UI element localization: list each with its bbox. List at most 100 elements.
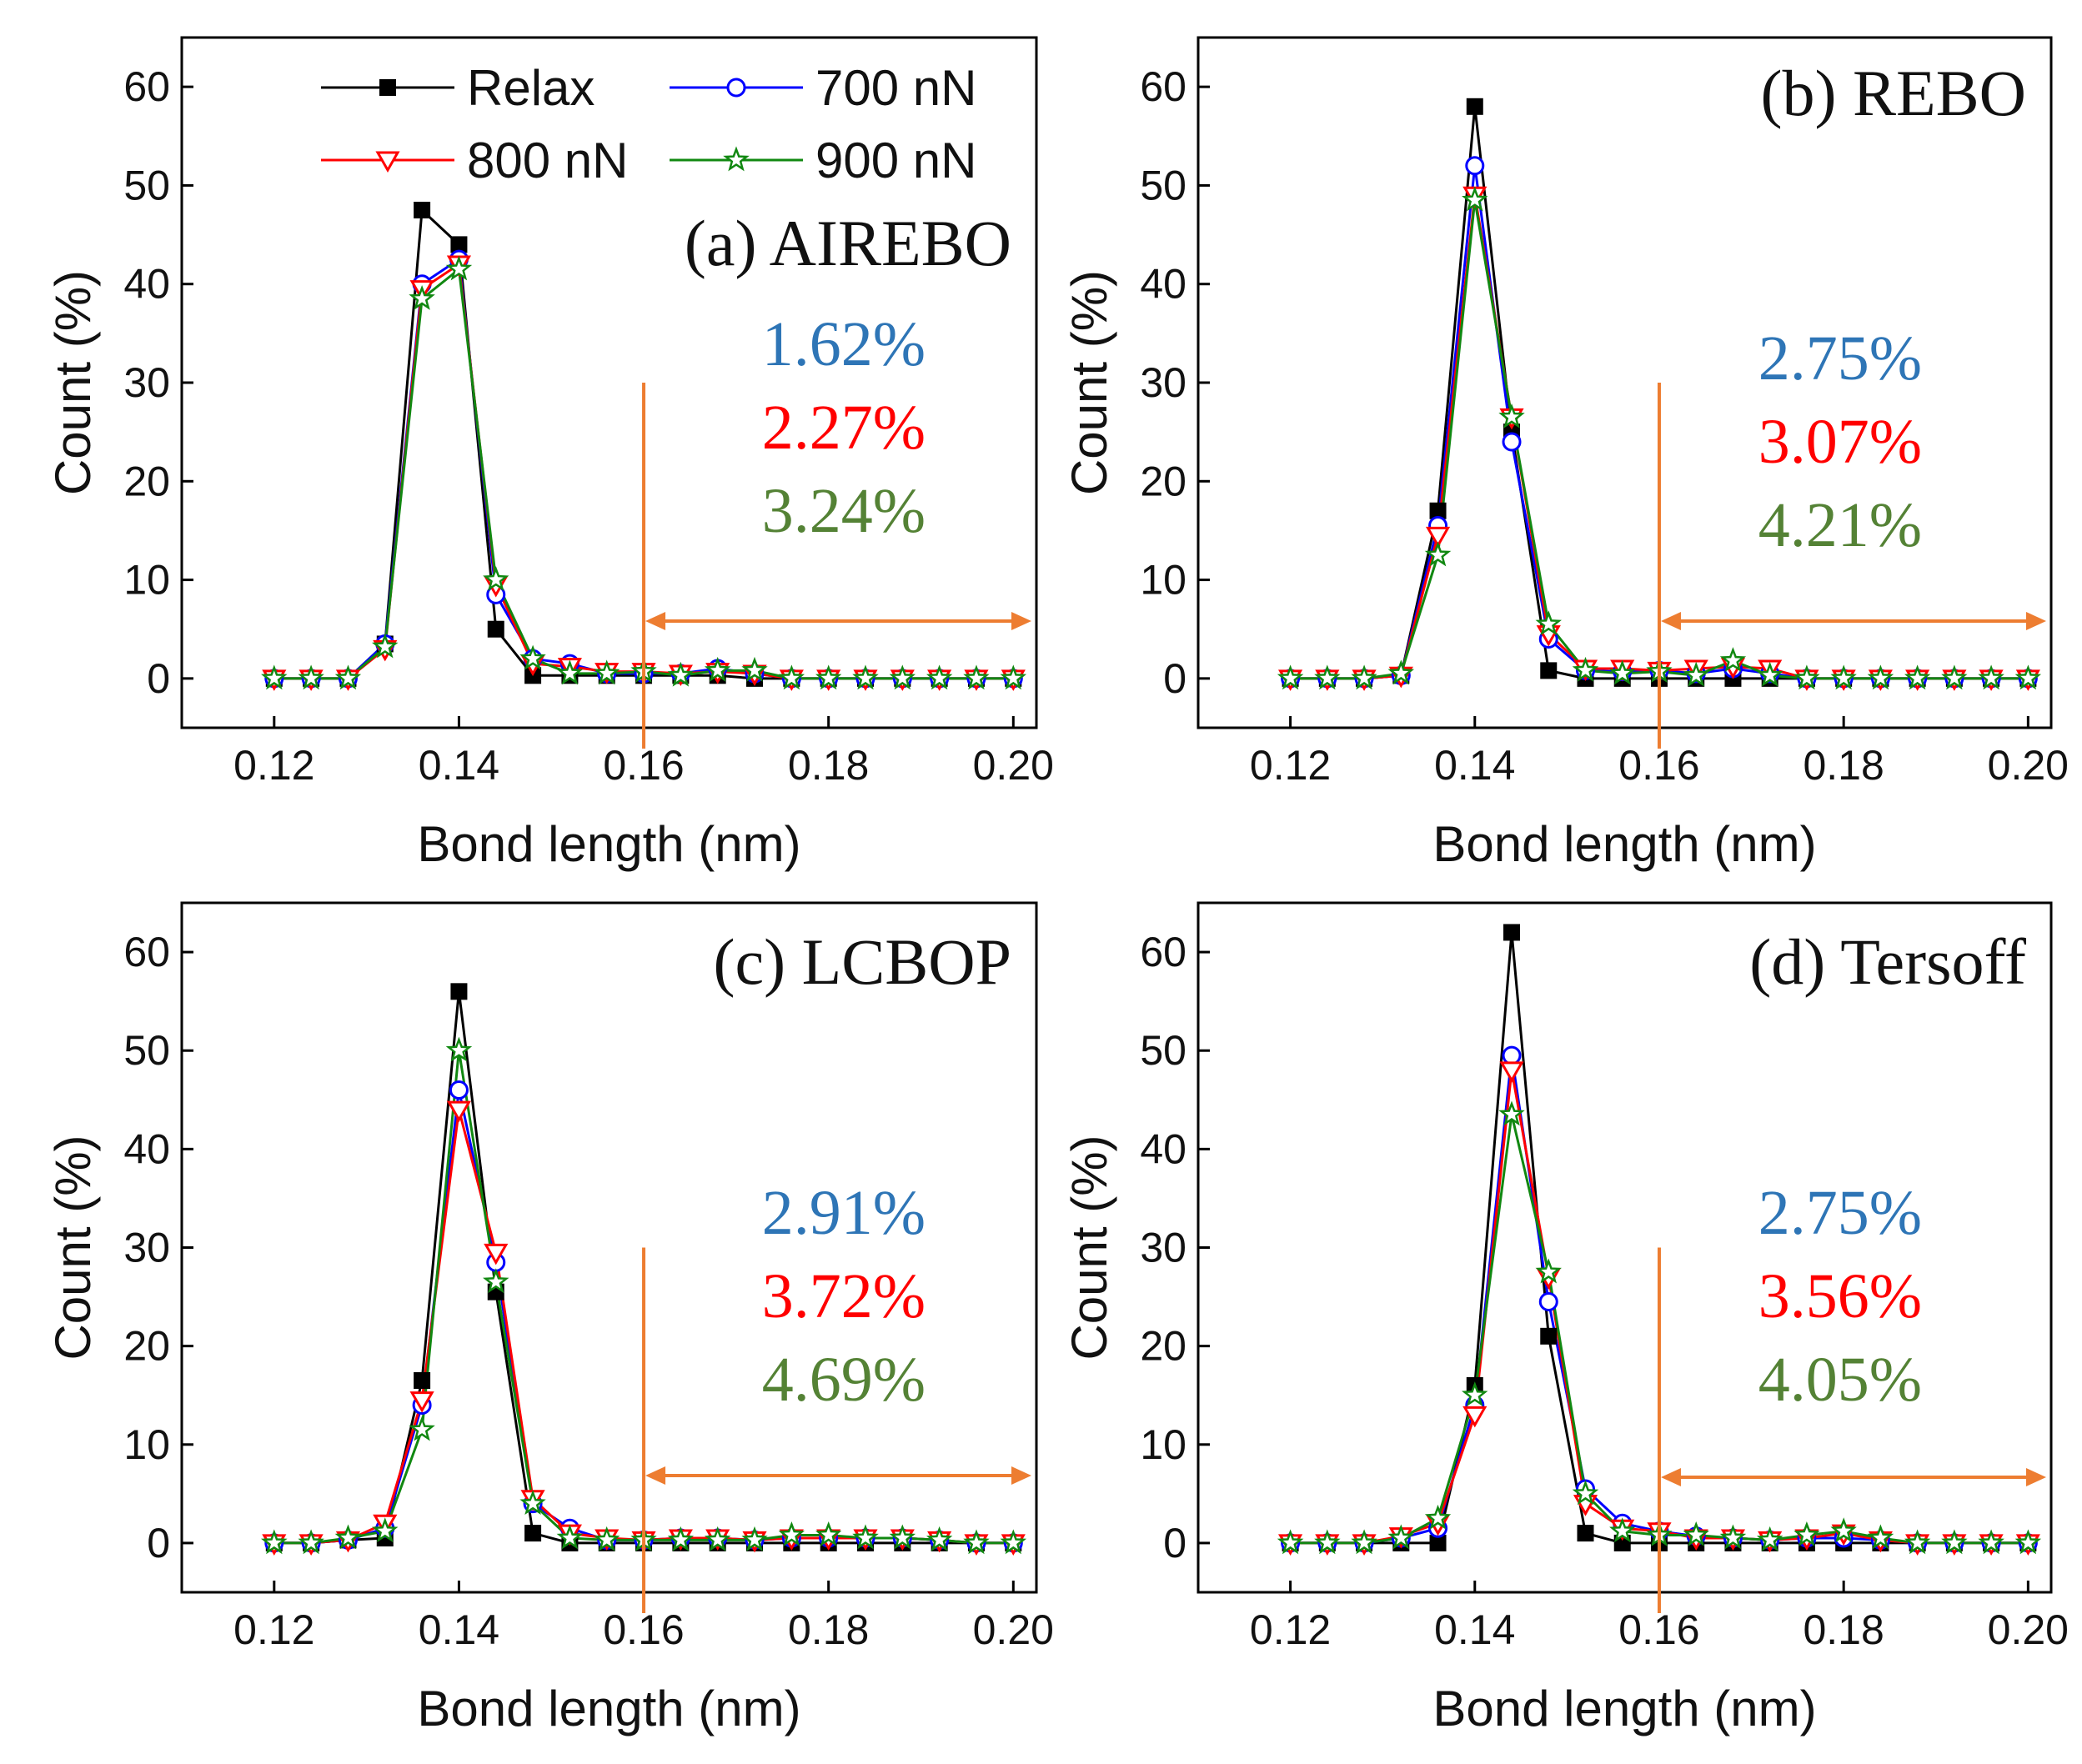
y-tick-label: 50	[123, 1027, 170, 1074]
data-point-n900	[483, 1268, 509, 1294]
plot-frame	[1197, 36, 2053, 729]
data-point-n900	[409, 1416, 435, 1441]
legend-label-n900: 900 nN	[815, 133, 976, 188]
arrowhead-right-icon	[1011, 1466, 1031, 1485]
percentage-label: 2.91%	[762, 1178, 926, 1248]
data-point-n900	[1351, 664, 1377, 690]
legend-marker-n800	[375, 151, 400, 173]
legend-marker-n700	[726, 78, 746, 98]
data-point-n900	[963, 1529, 990, 1555]
y-axis-title: Count (%)	[45, 1135, 101, 1360]
data-point-n900	[519, 1490, 546, 1516]
x-axis-title: Bond length (nm)	[417, 816, 800, 872]
percentage-label: 1.62%	[762, 309, 926, 379]
data-point-relax	[414, 202, 431, 218]
data-point-n900	[1277, 664, 1304, 690]
y-tick-label: 40	[1140, 261, 1186, 308]
data-point-n900	[1978, 664, 2004, 690]
data-point-n900	[815, 664, 842, 690]
percentage-label: 3.24%	[762, 476, 926, 546]
y-tick-label: 20	[123, 1323, 170, 1370]
arrowhead-left-icon	[645, 612, 666, 630]
data-point-n900	[1572, 1480, 1599, 1506]
x-tick-label: 0.14	[419, 1606, 499, 1653]
data-point-n900	[594, 659, 620, 685]
y-tick-label: 50	[1140, 1027, 1186, 1074]
data-point-n900	[1461, 1381, 1488, 1407]
percentage-label: 2.75%	[1758, 1178, 1922, 1248]
data-point-n900	[926, 1526, 953, 1551]
data-point-n900	[1277, 1529, 1304, 1555]
panel-title: (b) REBO	[1761, 57, 2026, 129]
y-tick-label: 60	[123, 63, 170, 110]
y-tick-label: 10	[1140, 557, 1186, 604]
data-point-n900	[667, 661, 695, 687]
data-point-n900	[926, 664, 953, 690]
data-point-n900	[704, 656, 731, 682]
percentage-label: 4.69%	[762, 1345, 926, 1415]
data-point-n900	[1314, 664, 1341, 690]
data-point-n900	[889, 1524, 916, 1550]
data-point-n900	[1609, 659, 1636, 685]
data-point-n900	[1498, 1100, 1525, 1126]
data-point-n900	[1756, 661, 1783, 687]
data-point-relax	[414, 1371, 431, 1389]
data-point-n900	[815, 1521, 842, 1546]
legend-marker-relax	[379, 79, 396, 96]
y-tick-label: 30	[1140, 1225, 1186, 1271]
arrowhead-left-icon	[1660, 612, 1681, 630]
x-tick-label: 0.18	[788, 1606, 869, 1653]
data-point-n900	[372, 1517, 399, 1543]
arrowhead-left-icon	[645, 1466, 666, 1485]
percentage-label: 2.27%	[762, 393, 926, 463]
percentage-label: 3.72%	[762, 1261, 926, 1331]
data-point-n900	[1867, 664, 1894, 690]
data-point-n900	[852, 664, 879, 690]
data-point-n900	[1424, 541, 1452, 567]
legend-label-n700: 700 nN	[815, 60, 976, 116]
data-point-relax	[1466, 98, 1483, 115]
x-axis-title: Bond length (nm)	[417, 1681, 800, 1736]
percentage-label: 3.07%	[1758, 407, 1922, 477]
data-point-relax	[1429, 1534, 1447, 1551]
x-tick-label: 0.16	[603, 742, 684, 789]
data-point-n900	[778, 664, 805, 690]
data-point-n800	[1462, 1406, 1488, 1428]
y-tick-label: 0	[1163, 655, 1186, 702]
chart-panel-3: 0 10 20 30 40 50 60 0.12 0.14 0.16 0.18 0.20 Bond le…	[45, 901, 1054, 1736]
data-point-relax	[1540, 662, 1558, 679]
y-tick-label: 10	[1140, 1421, 1186, 1468]
data-point-n900	[741, 1526, 768, 1551]
data-point-n900	[852, 1524, 879, 1550]
data-point-n900	[1387, 1524, 1415, 1550]
x-tick-label: 0.12	[1250, 742, 1331, 789]
x-tick-label: 0.20	[1988, 1606, 2069, 1653]
data-point-n800	[446, 1100, 472, 1123]
data-point-n900	[1387, 659, 1415, 685]
plot-frame	[1197, 901, 2053, 1594]
data-point-n700	[1502, 1045, 1522, 1065]
data-point-n900	[371, 633, 399, 659]
data-point-n900	[334, 664, 362, 690]
legend: Relax 700 nN 800 nN 900 nN	[321, 60, 976, 188]
percentage-label: 3.56%	[1758, 1261, 1922, 1331]
y-tick-label: 60	[1140, 929, 1186, 975]
data-point-n900	[1756, 1526, 1783, 1551]
data-point-n900	[334, 1524, 362, 1550]
data-point-relax	[524, 1525, 542, 1542]
data-point-n900	[1941, 664, 1968, 690]
data-point-n900	[1572, 656, 1599, 682]
y-axis-title: Count (%)	[1061, 1135, 1117, 1360]
data-point-n900	[483, 566, 509, 591]
data-point-n700	[1465, 156, 1485, 176]
arrowhead-right-icon	[2026, 1468, 2046, 1486]
y-tick-label: 30	[1140, 359, 1186, 406]
data-point-n900	[1683, 661, 1710, 687]
arrowhead-right-icon	[1011, 612, 1031, 630]
data-point-n900	[519, 644, 546, 670]
data-point-n900	[778, 1521, 805, 1546]
data-point-relax	[1503, 924, 1521, 941]
panel-title: (a) AIREBO	[685, 207, 1011, 279]
data-point-n800	[409, 1391, 434, 1413]
x-tick-label: 0.20	[1988, 742, 2069, 789]
